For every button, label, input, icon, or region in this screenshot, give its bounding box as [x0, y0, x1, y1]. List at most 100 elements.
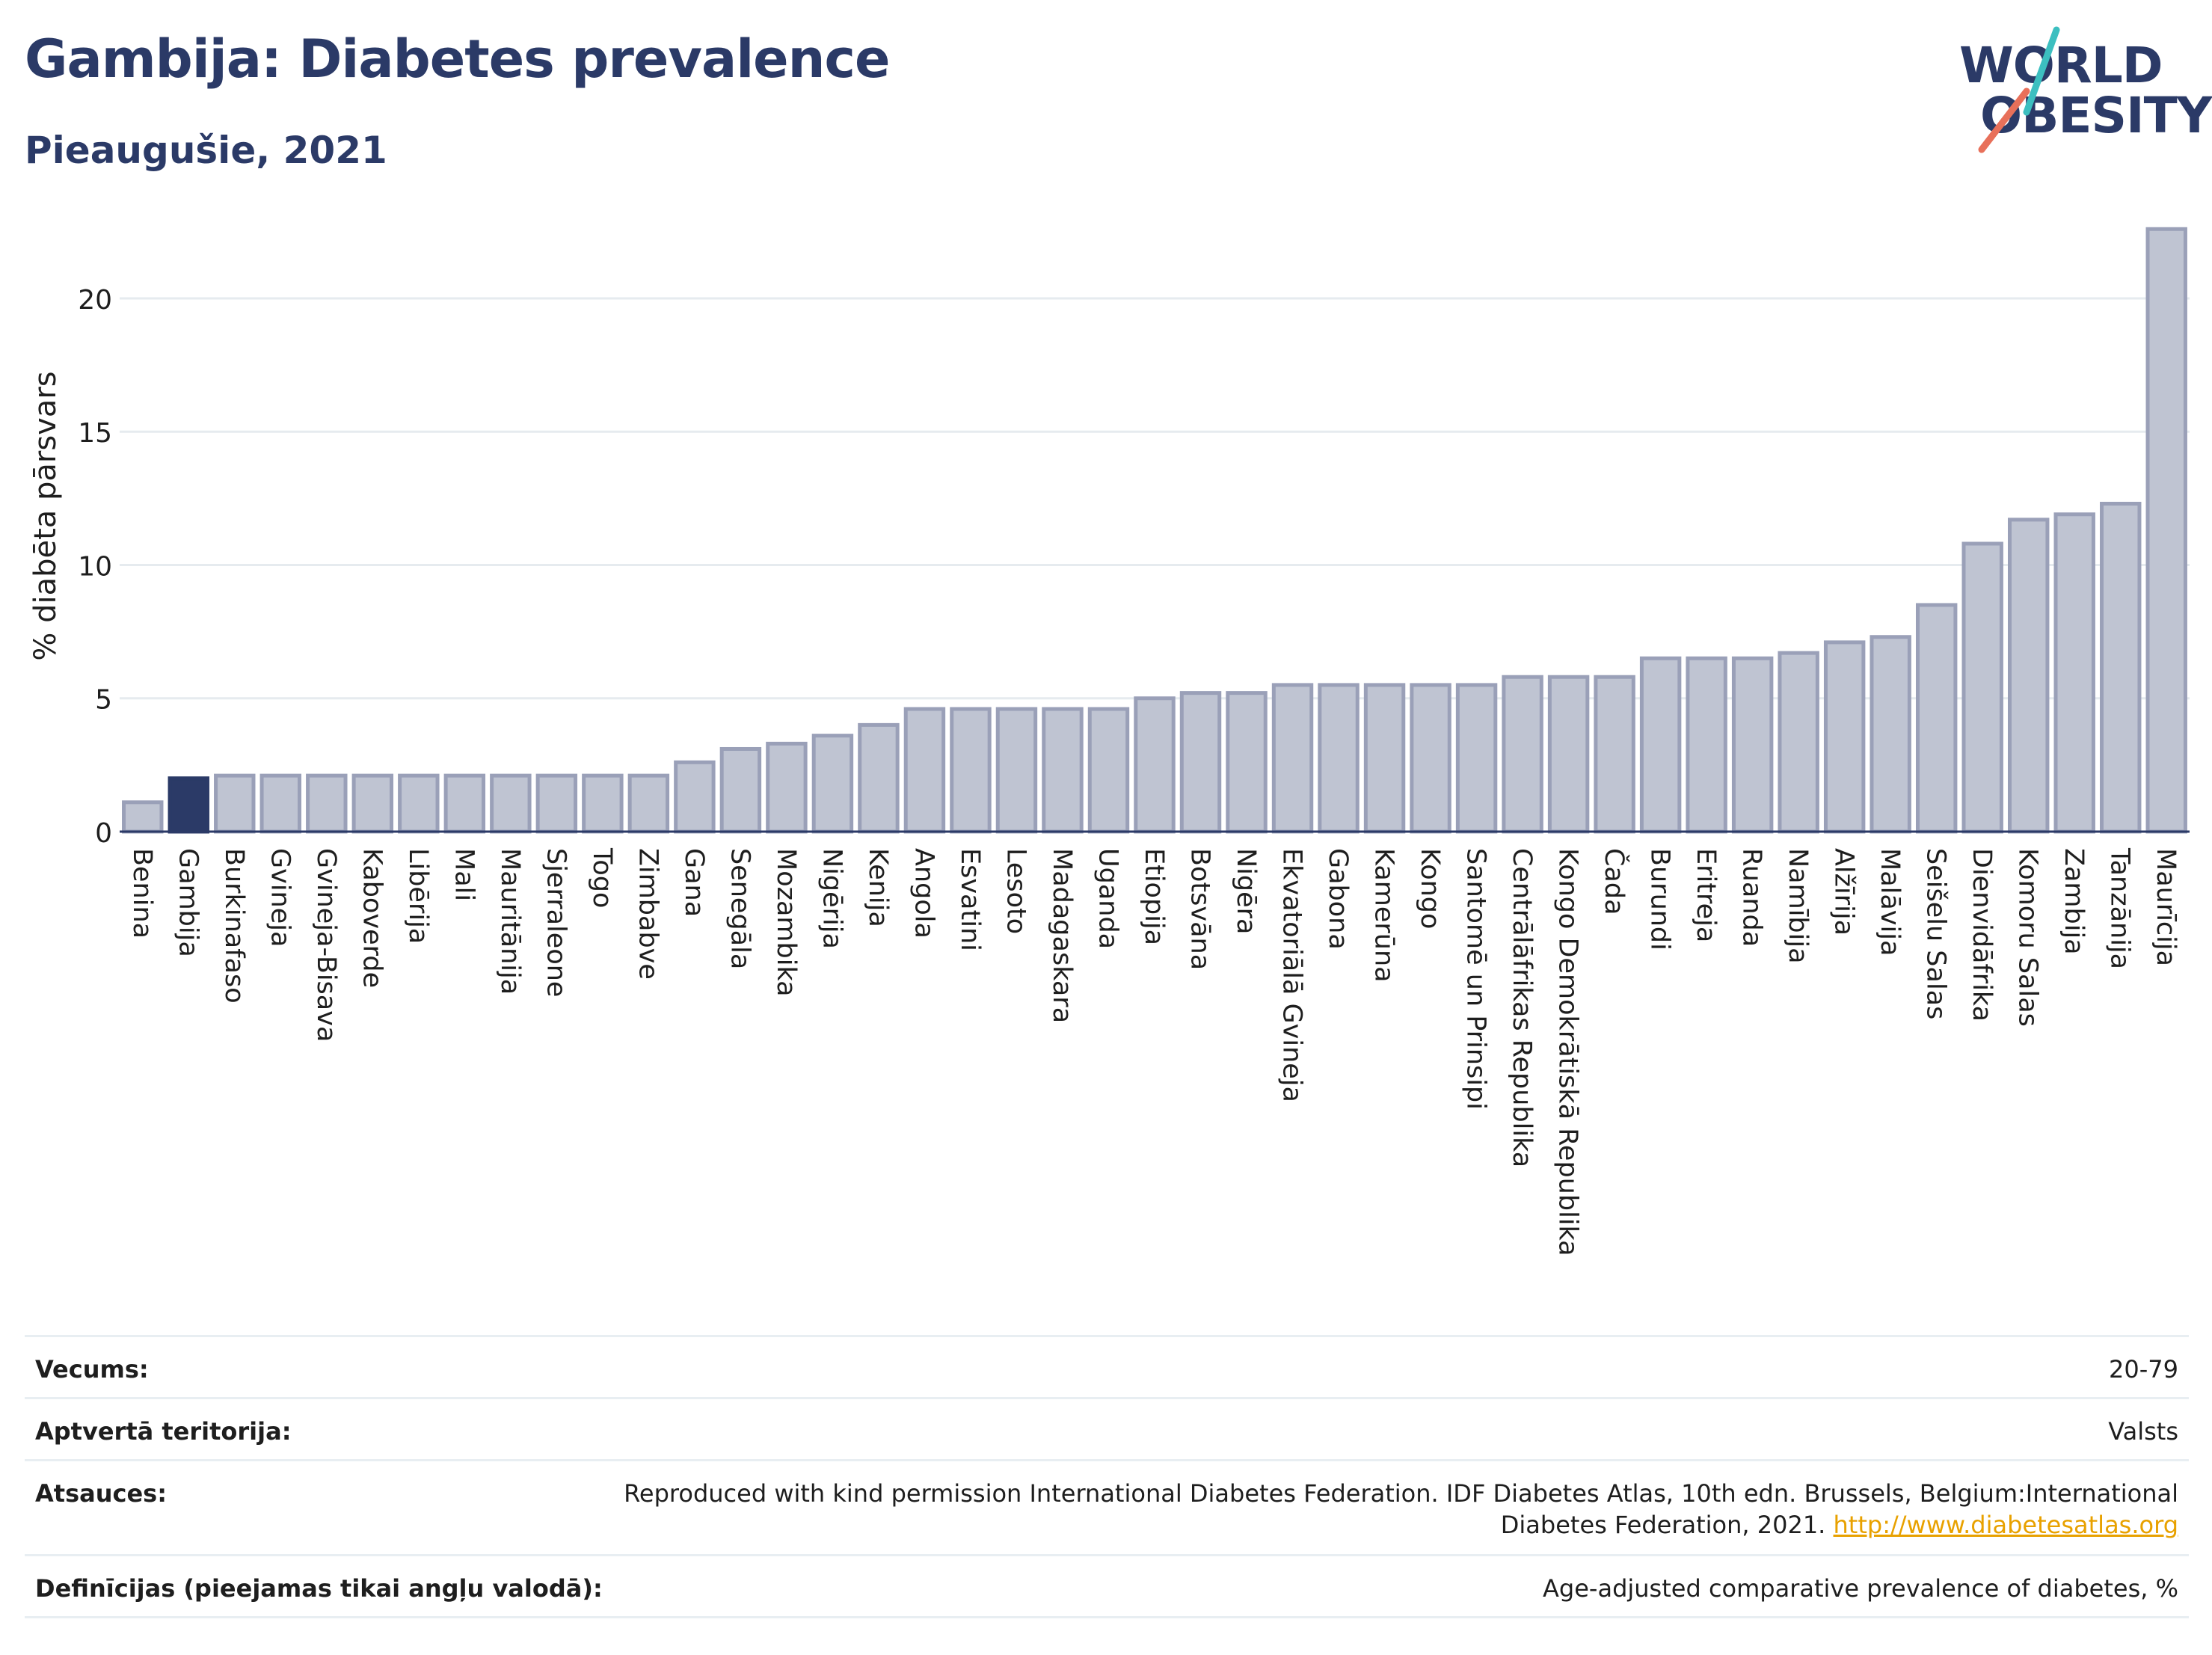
bar-gana: [674, 760, 716, 834]
x-tick-label: Libērija: [403, 848, 433, 944]
x-tick-label: Ruanda: [1737, 848, 1767, 947]
bar-etiopija: [1134, 696, 1176, 834]
x-tick-label: Zimbabve: [633, 848, 663, 980]
x-tick-label: Namībija: [1783, 848, 1813, 964]
bars: [122, 227, 2187, 834]
x-tick-label: Gvineja: [265, 848, 295, 947]
x-tick-label: Nigēra: [1231, 848, 1261, 935]
bar-mozambika: [766, 741, 808, 834]
meta-row-coverage: Aptvertā teritorija: Valsts: [25, 1397, 2189, 1459]
x-tick-label: Benina: [127, 848, 157, 939]
meta-value-references-line2: Diabetes Federation, 2021. http://www.di…: [1501, 1511, 2178, 1539]
bar-gambija: [168, 776, 209, 834]
references-citation: Diabetes Federation, 2021.: [1500, 1511, 1826, 1539]
x-tick-label: Alžīrija: [1829, 848, 1859, 936]
y-tick-label: 20: [78, 285, 112, 316]
x-tick-label: Mozambika: [771, 848, 801, 997]
y-tick-label: 5: [95, 685, 112, 716]
bar-gvineja-bisava: [306, 773, 348, 834]
x-tick-label: Uganda: [1093, 848, 1122, 949]
meta-label-references: Atsauces:: [35, 1479, 167, 1508]
x-tick-label: Mali: [449, 848, 479, 901]
x-tick-label: Čada: [1599, 848, 1630, 915]
x-tick-label: Gvineja-Bisava: [311, 848, 341, 1042]
meta-value-coverage: Valsts: [2108, 1417, 2178, 1446]
bar-mali: [443, 773, 486, 834]
bar-kongo-demokrātiskā-republika: [1547, 675, 1590, 834]
bar-togo: [582, 773, 624, 834]
x-tick-label: Sjerraleone: [541, 848, 571, 997]
x-tick-label: Dienvidāfrika: [1967, 848, 1997, 1022]
bar-lesoto: [995, 707, 1038, 834]
x-tick-label: Senegāla: [725, 848, 755, 969]
x-tick-label: Kenija: [863, 848, 893, 927]
bar-burkinafaso: [214, 773, 256, 834]
bar-kamerūna: [1363, 683, 1406, 834]
y-axis-title: % diabēta pārsvars: [28, 371, 63, 660]
bar-kongo: [1410, 683, 1451, 834]
bar-malāvija: [1870, 635, 1911, 834]
x-tick-label: Togo: [587, 847, 617, 908]
x-tick-label: Etiopija: [1139, 848, 1169, 945]
y-tick-label: 0: [95, 818, 112, 849]
x-tick-label: Angola: [909, 848, 938, 939]
bar-komoru-salas: [2007, 518, 2050, 834]
page-subtitle: Pieaugušie, 2021: [25, 129, 387, 172]
x-tick-label: Lesoto: [1001, 848, 1030, 934]
x-tick-label: Ekvatoriālā Gvineja: [1277, 848, 1307, 1102]
x-tick-label: Kongo Demokrātiskā Republika: [1553, 848, 1583, 1256]
x-tick-label: Zambija: [2059, 848, 2089, 955]
bar-tanzānija: [2100, 501, 2142, 834]
x-tick-label: Eritreja: [1691, 848, 1721, 942]
bar-santomē-un-prinsipi: [1455, 683, 1498, 834]
x-tick-label: Tanzānija: [2105, 847, 2135, 969]
page-title: Gambija: Diabetes prevalence: [25, 28, 890, 90]
bar-libērija: [398, 773, 440, 834]
bar-benina: [122, 800, 164, 834]
bar-centrālāfrikas-republika: [1502, 675, 1543, 834]
x-tick-label: Maurīcija: [2151, 848, 2181, 966]
bar-gvineja: [259, 773, 302, 834]
y-tick-label: 15: [78, 418, 112, 449]
bar-seišelu-salas: [1915, 603, 1958, 834]
x-tick-label: Nigērija: [817, 848, 847, 949]
y-axis-ticks: 0 5 10 15 20: [78, 285, 112, 849]
meta-row-definitions: Definīcijas (pieejamas tikai angļu valod…: [25, 1554, 2189, 1618]
meta-row-references: Atsauces: Reproduced with kind permissio…: [25, 1459, 2189, 1554]
x-tick-label: Esvatini: [955, 848, 985, 951]
x-tick-label: Malāvija: [1875, 848, 1905, 956]
meta-value-definitions: Age-adjusted comparative prevalence of d…: [1543, 1574, 2178, 1603]
logo-line1: WORLD: [1959, 37, 2163, 94]
bar-nigēra: [1226, 691, 1268, 834]
x-tick-label: Gana: [679, 848, 709, 917]
bar-esvatini: [950, 707, 992, 834]
x-tick-label: Gabona: [1323, 848, 1353, 950]
x-tick-label: Komoru Salas: [2013, 848, 2043, 1027]
x-tick-label: Burkinafaso: [219, 848, 249, 1004]
bar-zimbabve: [627, 773, 670, 834]
x-tick-label: Kongo: [1415, 848, 1445, 929]
x-axis-labels: Benina Gambija Burkinafaso Gvineja Gvineja-B…: [127, 847, 2181, 1256]
x-tick-label: Centrālāfrikas Republika: [1507, 848, 1537, 1167]
bar-nigērija: [811, 734, 854, 834]
bar-botsvāna: [1179, 691, 1222, 834]
bar-kenija: [858, 722, 900, 834]
bar-burundi: [1639, 656, 1682, 834]
bar-kaboverde: [351, 773, 394, 834]
meta-label-age: Vecums:: [35, 1355, 149, 1384]
bar-maurīcija: [2145, 227, 2187, 834]
world-obesity-logo: WORLD OBESITY: [1944, 22, 2212, 157]
x-tick-label: Kaboverde: [357, 848, 387, 988]
references-link[interactable]: http://www.diabetesatlas.org: [1833, 1511, 2178, 1539]
bar-namībija: [1778, 651, 1819, 834]
x-tick-label: Mauritānija: [495, 848, 525, 995]
bar-chart: 0 5 10 15 20 Benina Gambija Burkinafaso Gvineja…: [28, 227, 2190, 1256]
meta-value-age: 20-79: [2109, 1355, 2178, 1384]
bar-madagaskara: [1042, 707, 1084, 834]
bar-uganda: [1087, 707, 1130, 834]
bar-sjerraleone: [535, 773, 578, 834]
meta-label-definitions: Definīcijas (pieejamas tikai angļu valod…: [35, 1574, 603, 1603]
metadata-table: Vecums: 20-79 Aptvertā teritorija: Valst…: [25, 1335, 2189, 1618]
bar-čada: [1594, 675, 1635, 834]
bar-angola: [903, 707, 946, 834]
